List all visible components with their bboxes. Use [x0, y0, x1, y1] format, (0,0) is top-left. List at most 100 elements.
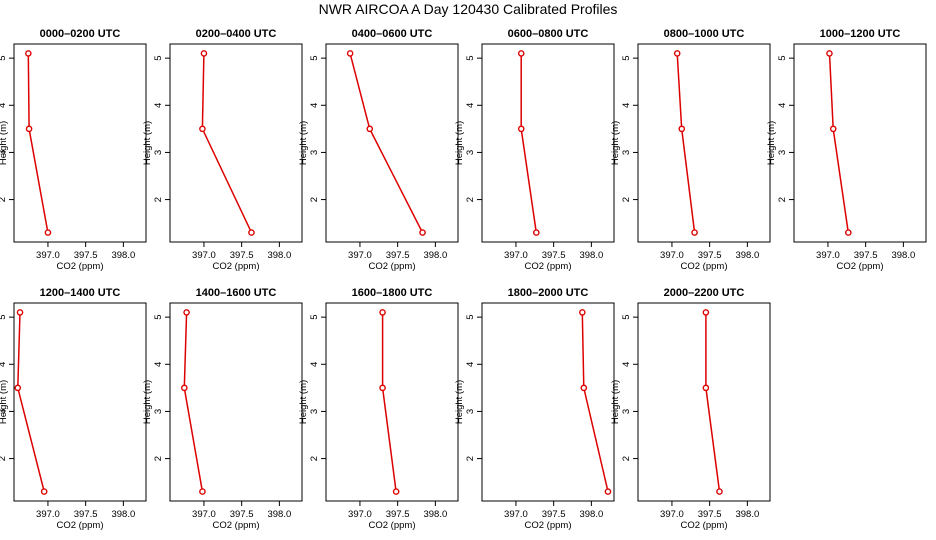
x-tick-label: 397.5 [74, 250, 98, 261]
y-tick-label: 5 [309, 55, 320, 60]
y-tick-label: 5 [153, 314, 164, 319]
y-tick-label: 3 [465, 150, 476, 155]
y-tick-label: 2 [621, 456, 632, 461]
y-tick-label: 4 [0, 362, 8, 367]
y-tick-label: 4 [0, 103, 8, 108]
plot-frame [13, 302, 147, 502]
x-axis-label: CO2 (ppm) [213, 261, 260, 272]
y-tick-label: 5 [0, 55, 8, 60]
profile-line [349, 53, 424, 233]
y-tick-label: 4 [621, 103, 632, 108]
x-tick-label: 398.0 [579, 250, 603, 261]
plot-frame [169, 302, 303, 502]
data-point [604, 488, 612, 495]
x-tick-label: 397.5 [698, 250, 722, 261]
y-axis-label: Height (m) [298, 121, 309, 165]
y-axis-label: Height (m) [610, 121, 621, 165]
plot-frame [169, 43, 303, 243]
data-point [40, 488, 48, 495]
y-tick-label: 5 [465, 314, 476, 319]
data-point [826, 50, 833, 57]
data-point [845, 229, 852, 236]
plot-frame [13, 43, 147, 243]
panel-title: 1200–1400 UTC [40, 287, 121, 299]
panel-title: 1400–1600 UTC [196, 287, 277, 299]
y-tick-label: 3 [153, 150, 164, 155]
data-point [366, 125, 374, 133]
y-tick-label: 5 [0, 314, 8, 319]
x-axis-label: CO2 (ppm) [369, 261, 416, 272]
data-point [419, 229, 426, 236]
panel-title: 0800–1000 UTC [664, 28, 745, 40]
data-point [25, 125, 33, 133]
data-point [379, 384, 386, 392]
data-point [533, 229, 540, 236]
x-tick-label: 397.0 [660, 509, 684, 520]
data-point [25, 50, 32, 57]
y-axis-label: Height (m) [0, 380, 9, 424]
data-point [517, 125, 525, 133]
y-tick-label: 2 [0, 456, 8, 461]
plot-frame [325, 43, 459, 243]
panel-title: 1000–1200 UTC [820, 28, 901, 40]
x-axis-label: CO2 (ppm) [681, 520, 728, 531]
y-tick-label: 2 [153, 197, 164, 202]
x-axis-label: CO2 (ppm) [525, 520, 572, 531]
figure-title: NWR AIRCOA A Day 120430 Calibrated Profi… [318, 1, 618, 17]
y-axis-label: Height (m) [766, 121, 777, 165]
profile-line [27, 53, 49, 233]
panel-title: 2000–2200 UTC [664, 287, 745, 299]
panel-title: 0200–0400 UTC [196, 28, 277, 40]
x-tick-label: 397.5 [854, 250, 878, 261]
y-tick-label: 3 [777, 150, 788, 155]
data-point [691, 229, 698, 236]
y-tick-label: 4 [153, 362, 164, 367]
data-point [673, 50, 681, 57]
data-point [44, 229, 52, 236]
x-tick-label: 397.0 [36, 509, 60, 520]
y-tick-label: 3 [153, 409, 164, 414]
x-tick-label: 397.5 [542, 250, 566, 261]
data-point [183, 309, 190, 316]
data-point [829, 125, 837, 133]
data-point [517, 50, 525, 57]
profile-line [17, 312, 45, 492]
plot-frame [637, 302, 771, 502]
y-tick-label: 5 [309, 314, 320, 319]
x-axis-label: CO2 (ppm) [57, 261, 104, 272]
data-point [716, 488, 723, 495]
panel-title: 0400–0600 UTC [352, 28, 433, 40]
x-tick-label: 398.0 [735, 509, 759, 520]
y-tick-label: 3 [309, 409, 320, 414]
data-point [200, 50, 208, 57]
y-tick-label: 5 [621, 55, 632, 60]
y-tick-label: 5 [153, 55, 164, 60]
y-axis-label: Height (m) [298, 380, 309, 424]
y-tick-label: 4 [309, 103, 320, 108]
y-tick-label: 2 [465, 456, 476, 461]
y-tick-label: 2 [465, 197, 476, 202]
data-point [702, 384, 710, 392]
panel-title: 1600–1800 UTC [352, 287, 433, 299]
data-point [579, 309, 586, 316]
x-tick-label: 398.0 [423, 509, 447, 520]
x-tick-label: 398.0 [267, 509, 291, 520]
plot-frame [793, 43, 927, 243]
panel-title: 1800–2000 UTC [508, 287, 589, 299]
x-tick-label: 397.5 [386, 250, 410, 261]
profile-line [705, 312, 721, 492]
x-tick-label: 397.0 [36, 250, 60, 261]
y-tick-label: 4 [309, 362, 320, 367]
x-tick-label: 397.0 [504, 509, 528, 520]
x-axis-label: CO2 (ppm) [837, 261, 884, 272]
x-tick-label: 397.5 [74, 509, 98, 520]
y-tick-label: 2 [153, 456, 164, 461]
y-tick-label: 4 [777, 103, 788, 108]
y-tick-label: 2 [309, 197, 320, 202]
data-point [702, 309, 710, 316]
y-tick-label: 2 [777, 197, 788, 202]
x-tick-label: 397.0 [348, 509, 372, 520]
y-tick-label: 3 [621, 409, 632, 414]
x-axis-label: CO2 (ppm) [525, 261, 572, 272]
x-tick-label: 398.0 [267, 250, 291, 261]
